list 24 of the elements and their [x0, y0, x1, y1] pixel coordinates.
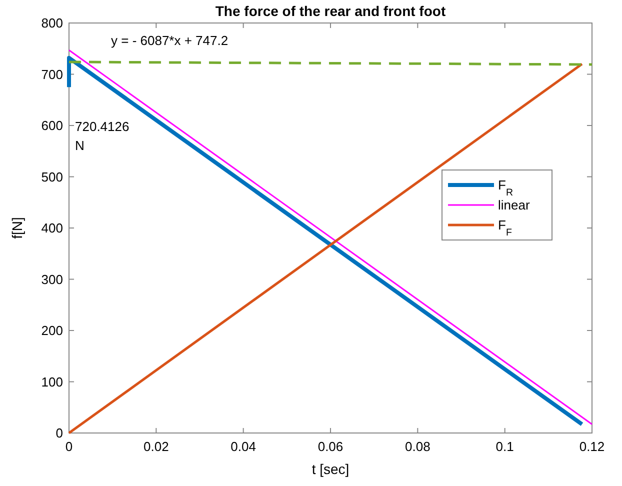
y-tick-label: 500 [41, 169, 63, 184]
x-tick-label: 0.12 [579, 439, 605, 454]
annotation: 720.4126 N [75, 119, 130, 153]
y-tick-label: 800 [41, 16, 63, 31]
y-tick-label: 200 [41, 323, 63, 338]
legend-label: F$_{F}$ [498, 218, 512, 238]
y-axis-title: f[N] [9, 217, 25, 239]
y-tick-label: 100 [41, 374, 63, 390]
x-axis-title: t [sec] [312, 461, 350, 477]
legend-label: F$_{R}$ [498, 178, 513, 198]
legend-label: linear [498, 198, 530, 213]
x-tick-label: 0.06 [318, 439, 344, 454]
y-tick-label: 300 [41, 272, 63, 287]
x-tick-label: 0.02 [144, 439, 169, 454]
y-tick-label: 400 [41, 220, 63, 236]
y-tick-label: 0 [56, 426, 63, 441]
chart-title: The force of the rear and front foot [215, 3, 446, 19]
x-tick-label: 0.1 [496, 439, 514, 454]
x-tick-label: 0.04 [230, 439, 256, 454]
y-tick-label: 700 [41, 66, 63, 82]
y-tick-label: 600 [41, 118, 63, 134]
annotation: y = - 6087*x + 747.2 [111, 33, 228, 48]
x-tick-label: 0 [65, 439, 73, 454]
x-tick-label: 0.08 [405, 439, 430, 454]
